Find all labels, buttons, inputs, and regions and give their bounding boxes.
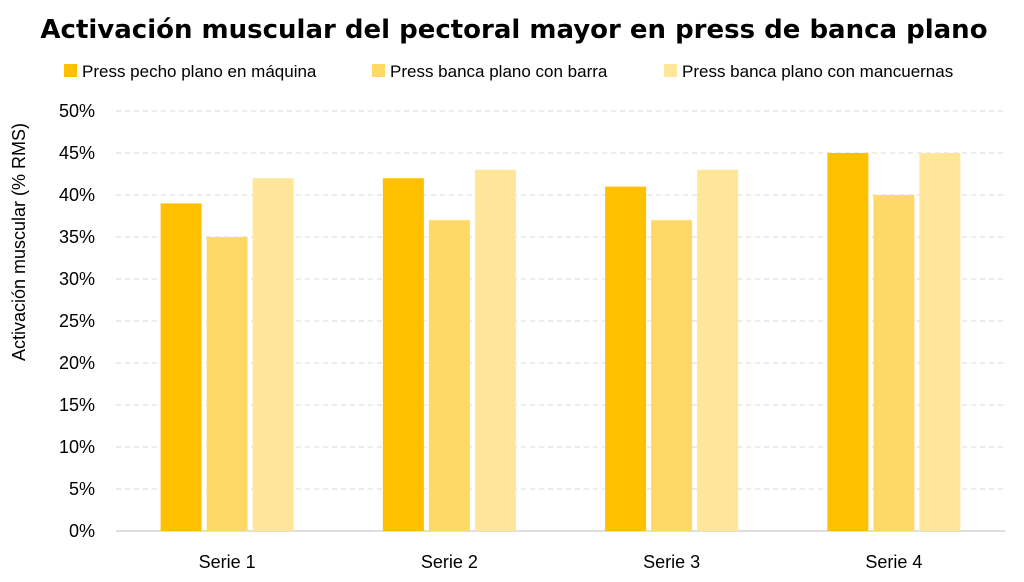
legend-item: Press pecho plano en máquina [64,62,317,81]
y-tick-label: 15% [59,395,95,415]
legend-item: Press banca plano con barra [372,62,608,81]
x-tick-label: Serie 2 [421,552,478,572]
x-axis-ticks: Serie 1 Serie 2 Serie 3 Serie 4 [199,552,923,572]
bar-1-1 [160,203,202,531]
bar-1-2 [382,178,424,531]
y-axis-ticks: 0% 5% 10% 15% 20% 25% 30% 35% 40% 45% 50% [59,101,95,541]
legend-label: Press banca plano con barra [390,62,608,81]
y-tick-label: 45% [59,143,95,163]
bar-3-2 [474,169,516,532]
bar-3-3 [697,169,739,532]
bar-1-4 [827,153,869,531]
y-tick-label: 35% [59,227,95,247]
x-tick-label: Serie 3 [643,552,700,572]
bar-2-2 [428,220,470,531]
y-tick-label: 30% [59,269,95,289]
gridlines [116,110,1005,532]
y-tick-label: 0% [69,521,95,541]
y-axis-label: Activación muscular (% RMS) [9,123,29,361]
bar-3-1 [252,178,294,531]
bar-2-3 [651,220,693,531]
bar-2-4 [873,195,915,531]
y-tick-label: 50% [59,101,95,121]
x-tick-label: Serie 1 [199,552,256,572]
bar-1-3 [605,186,647,531]
x-tick-label: Serie 4 [865,552,922,572]
chart-title: Activación muscular del pectoral mayor e… [40,15,987,45]
y-tick-label: 10% [59,437,95,457]
legend-label: Press banca plano con mancuernas [682,62,953,81]
legend-swatch [664,64,677,77]
y-tick-label: 20% [59,353,95,373]
y-tick-label: 25% [59,311,95,331]
legend: Press pecho plano en máquina Press banca … [64,62,953,81]
y-tick-label: 40% [59,185,95,205]
bar-3-4 [919,153,961,531]
bar-2-1 [206,237,248,531]
legend-swatch [372,64,385,77]
legend-label: Press pecho plano en máquina [82,62,317,81]
legend-swatch [64,64,77,77]
legend-item: Press banca plano con mancuernas [664,62,953,81]
bars [160,153,961,532]
y-tick-label: 5% [69,479,95,499]
